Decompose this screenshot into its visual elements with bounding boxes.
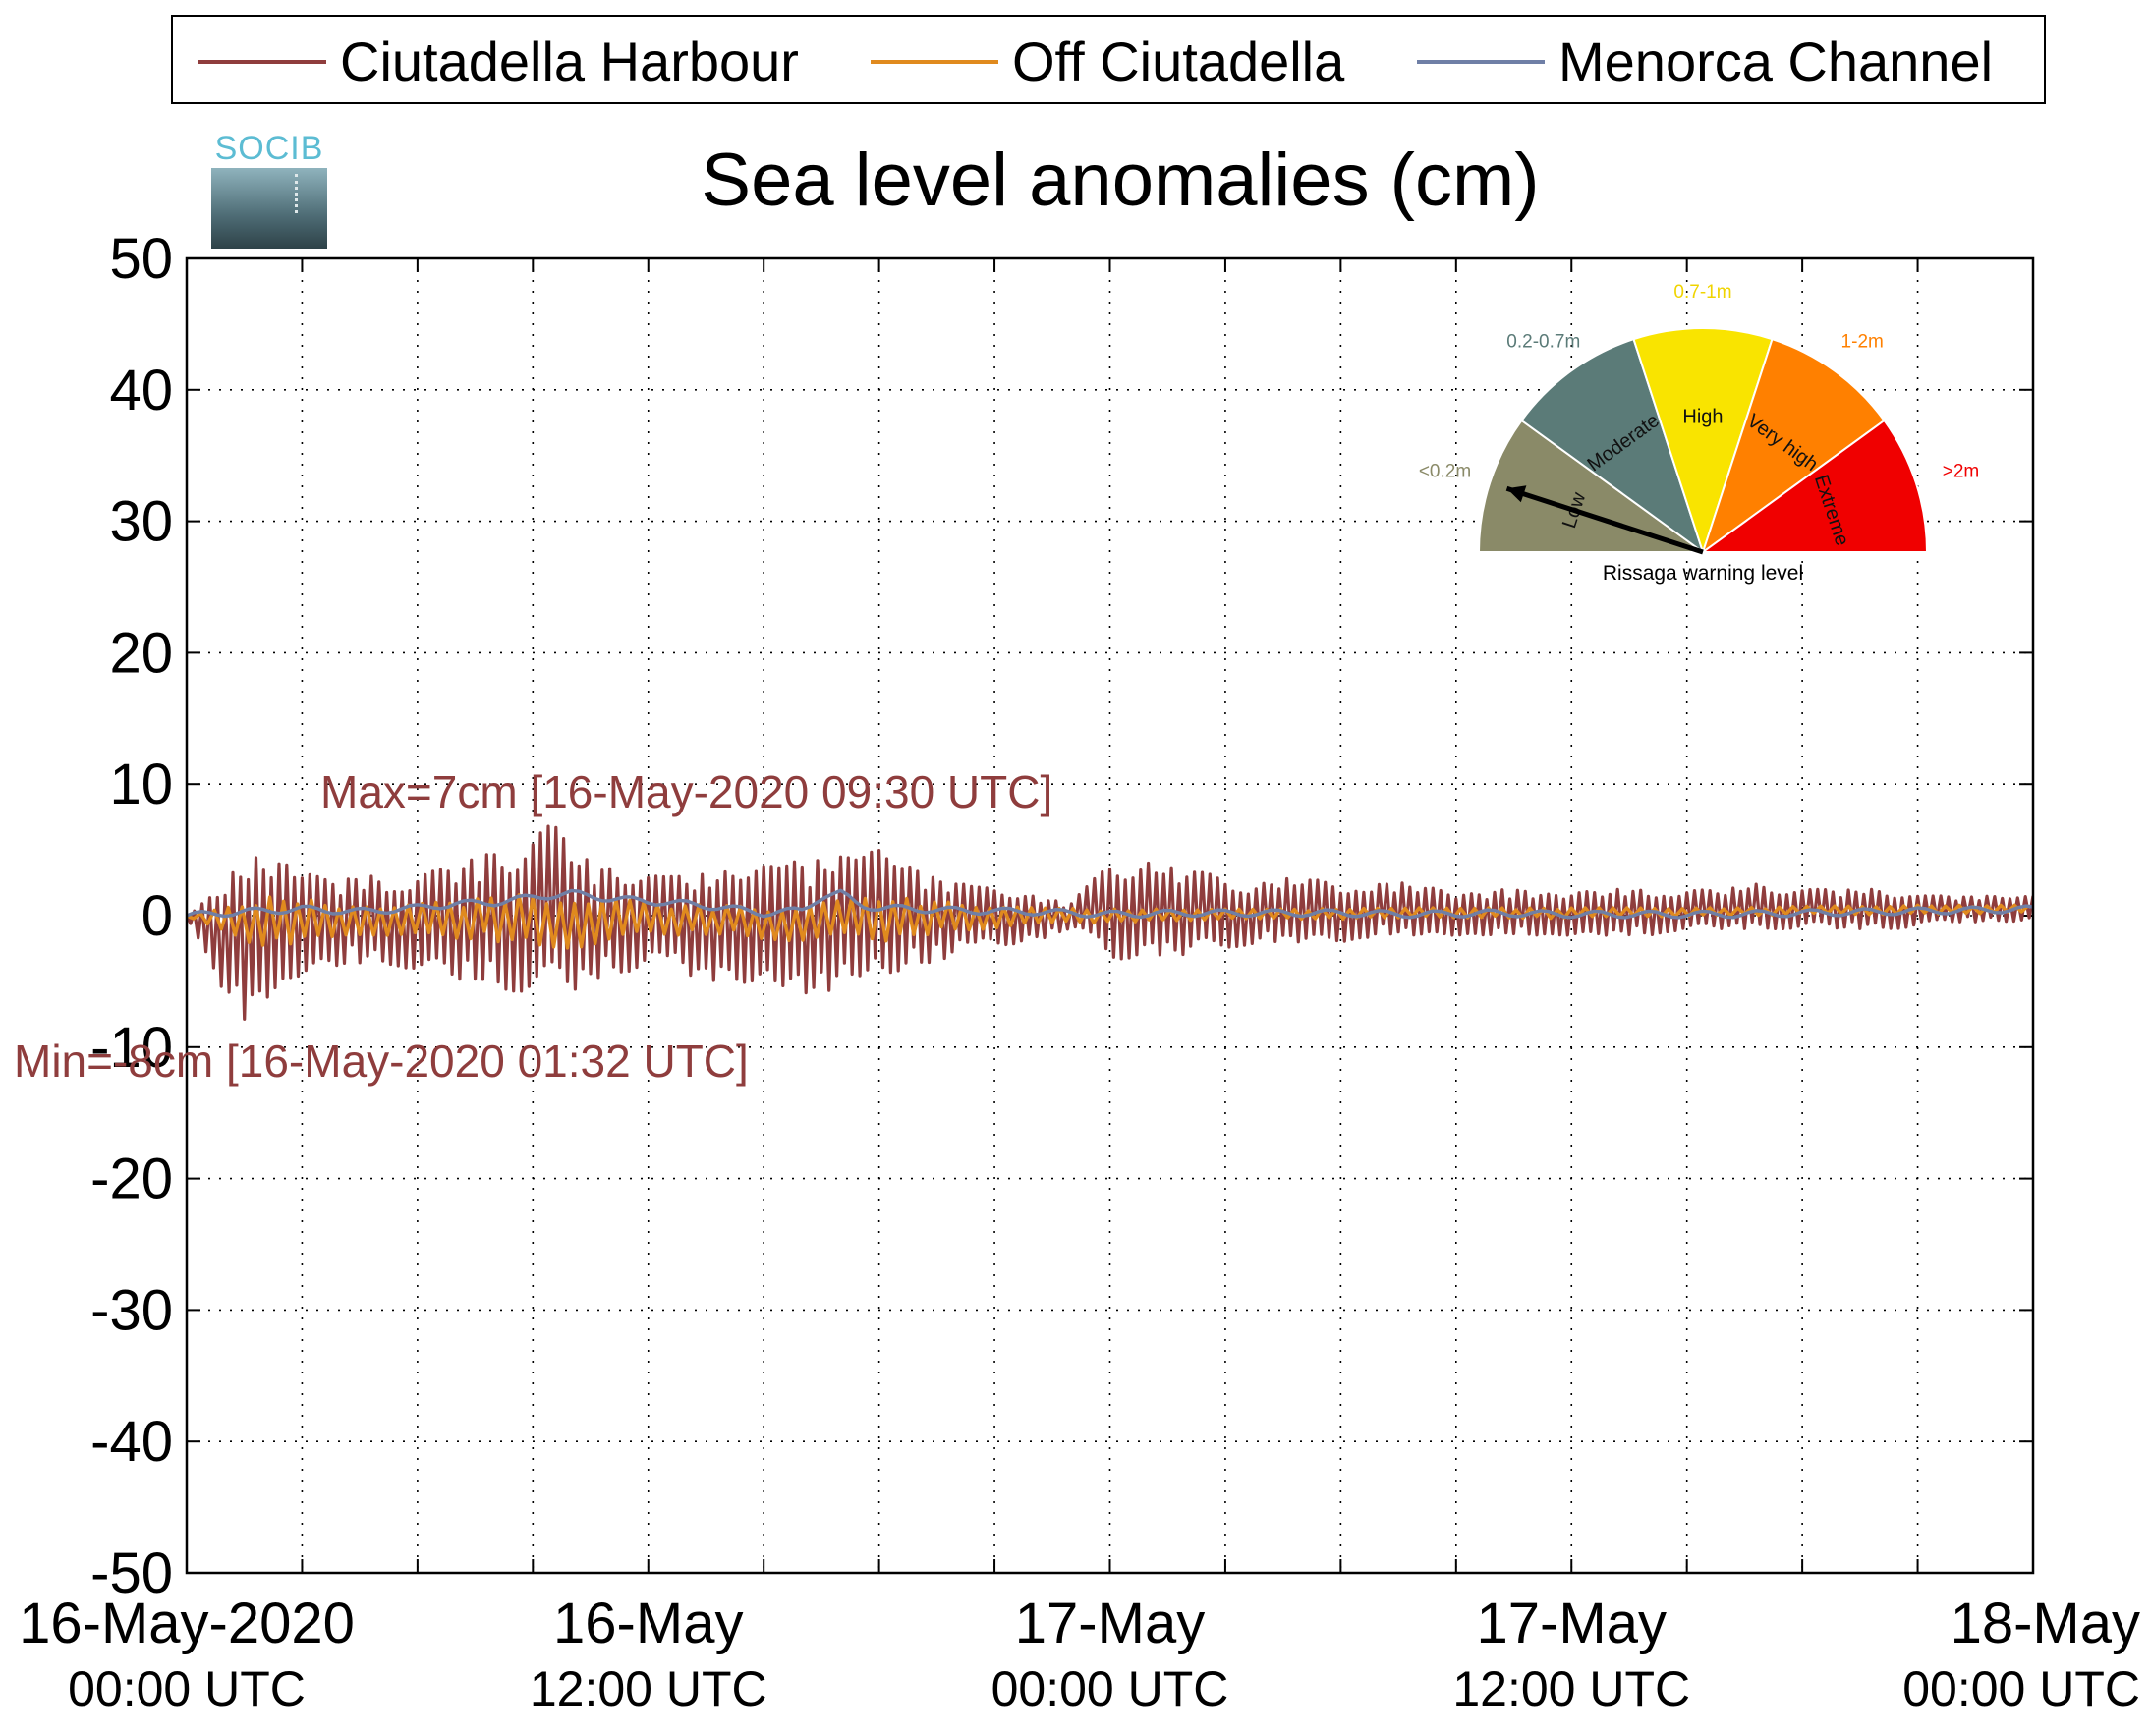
gauge-segment-very-high xyxy=(1701,337,1886,555)
y-tick-label: -40 xyxy=(90,1410,173,1474)
plot-frame xyxy=(185,256,2035,1575)
logo-drip-icon xyxy=(295,174,298,213)
y-tick-label: 40 xyxy=(109,359,173,422)
y-tick-label: -20 xyxy=(90,1148,173,1211)
max-annotation: Max=7cm [16-May-2020 09:30 UTC] xyxy=(320,766,1052,817)
logo-text: SOCIB xyxy=(214,130,324,167)
gauge-needle xyxy=(1505,485,1704,555)
x-tick-label-date: 16-May xyxy=(553,1592,743,1655)
x-tick-label-time: 12:00 UTC xyxy=(530,1661,767,1716)
legend-label: Menorca Channel xyxy=(1558,30,1994,92)
gauge-range-label: >2m xyxy=(1943,461,1980,481)
x-tick-label-time: 00:00 UTC xyxy=(1902,1661,2140,1716)
legend-label: Off Ciutadella xyxy=(1012,30,1345,92)
gauge-range-label: 0.7-1m xyxy=(1673,282,1731,303)
x-tick-label-time: 00:00 UTC xyxy=(991,1661,1229,1716)
gauge-range-label: <0.2m xyxy=(1419,461,1471,481)
legend-swatch-ciutadella-harbour xyxy=(198,59,326,64)
gauge-segment-moderate xyxy=(1520,337,1705,555)
series-line-ciutadella-harbour xyxy=(187,824,2033,1021)
logo-water-block xyxy=(211,168,327,249)
y-tick-label: 30 xyxy=(109,490,173,554)
y-tick-label: -30 xyxy=(90,1278,173,1342)
legend-entry-ciutadella-harbour: Ciutadella Harbour xyxy=(198,17,799,106)
gauge-segment-low xyxy=(1477,419,1707,553)
x-tick-label-time: 12:00 UTC xyxy=(1452,1661,1690,1716)
x-tick-label-date: 17-May xyxy=(1015,1592,1205,1655)
chart-title: Sea level anomalies (cm) xyxy=(701,139,1540,222)
x-tick-label-date: 16-May-2020 xyxy=(19,1592,355,1655)
legend-entry-off-ciutadella: Off Ciutadella xyxy=(871,17,1344,106)
legend: Ciutadella Harbour Off Ciutadella Menorc… xyxy=(171,15,2046,104)
gauge-range-label: 0.2-0.7m xyxy=(1506,331,1580,352)
gauge-range-label: 1-2m xyxy=(1841,331,1884,352)
series-group xyxy=(187,824,2033,1021)
gauge-segment-extreme xyxy=(1699,419,1929,553)
legend-label: Ciutadella Harbour xyxy=(340,30,799,92)
legend-swatch-off-ciutadella xyxy=(871,59,998,64)
legend-entry-menorca-channel: Menorca Channel xyxy=(1417,17,1993,106)
series-line-menorca-channel xyxy=(187,888,2033,920)
x-tick-label-date: 18-May xyxy=(1951,1592,2140,1655)
gauge-caption: Rissaga warning level xyxy=(1603,562,1803,585)
legend-swatch-menorca-channel xyxy=(1417,59,1545,64)
gauge-needle-arrowhead xyxy=(1506,485,1527,503)
min-annotation: Min=-8cm [16-May-2020 01:32 UTC] xyxy=(14,1036,749,1087)
gauge-segment-label: High xyxy=(1682,406,1723,427)
y-tick-label: 10 xyxy=(109,753,173,816)
x-tick-label-date: 17-May xyxy=(1477,1592,1667,1655)
y-tick-label: 50 xyxy=(109,227,173,291)
socib-logo: SOCIB xyxy=(211,131,327,249)
y-tick-label: 20 xyxy=(109,621,173,685)
y-tick-label: -10 xyxy=(90,1016,173,1080)
y-tick-label: -50 xyxy=(90,1541,173,1605)
series-line-off-ciutadella xyxy=(187,893,2030,950)
x-tick-label-time: 00:00 UTC xyxy=(68,1661,306,1716)
gauge-segment-high xyxy=(1632,327,1774,556)
y-tick-label: 0 xyxy=(141,884,173,948)
